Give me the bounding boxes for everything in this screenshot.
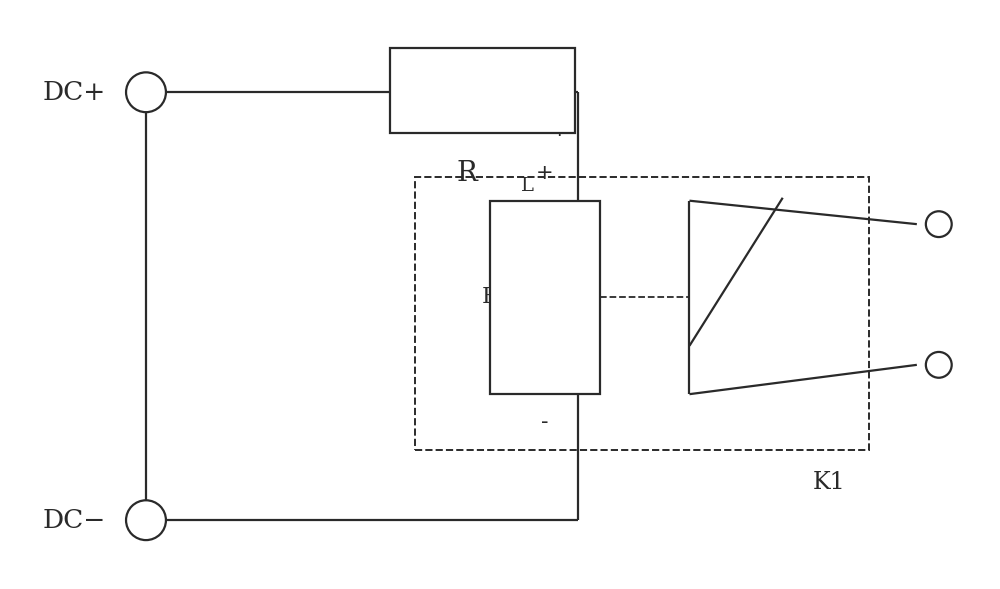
Text: L: L <box>521 177 534 195</box>
Bar <box>490 201 600 394</box>
Text: coil: coil <box>556 299 583 313</box>
Bar <box>390 48 575 133</box>
Bar <box>415 177 869 450</box>
Text: DC+: DC+ <box>43 80 106 105</box>
Ellipse shape <box>926 352 952 378</box>
Ellipse shape <box>926 211 952 237</box>
Text: +: + <box>536 163 554 183</box>
Ellipse shape <box>126 72 166 112</box>
Text: R: R <box>482 286 498 309</box>
Text: +: + <box>551 120 569 140</box>
Text: K1: K1 <box>813 471 845 494</box>
Text: -: - <box>541 412 549 432</box>
Text: R: R <box>457 160 478 187</box>
Text: DC−: DC− <box>42 508 106 532</box>
Ellipse shape <box>126 500 166 540</box>
